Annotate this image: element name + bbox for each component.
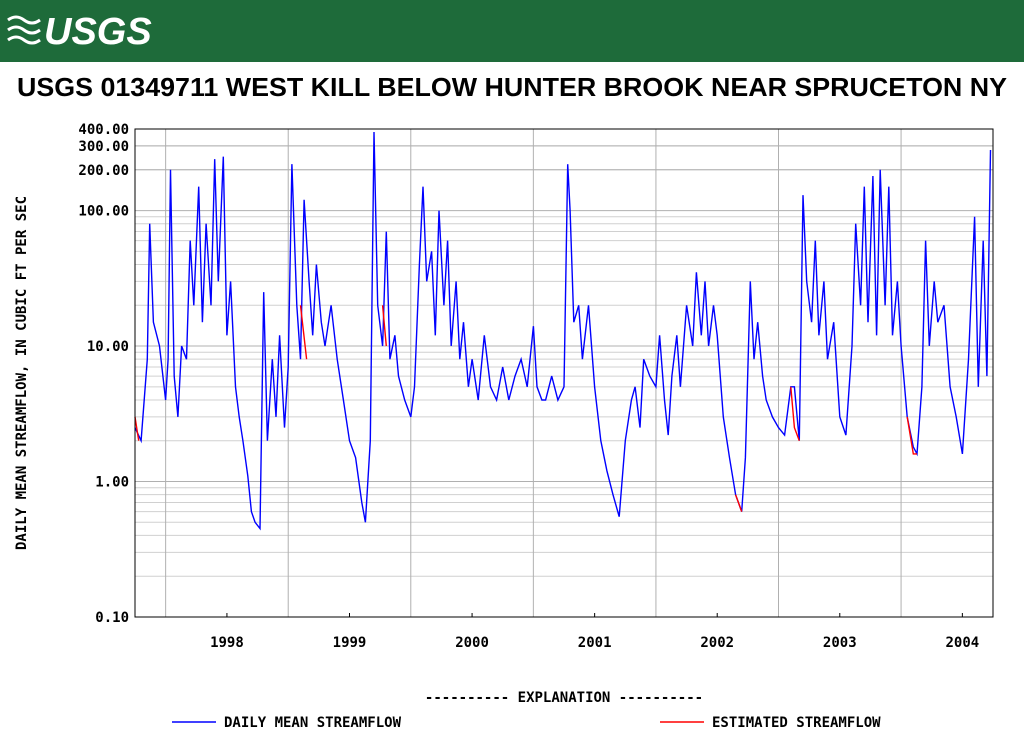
y-tick-label: 300.00 (78, 139, 129, 155)
x-tick-label: 1998 (210, 635, 244, 651)
header-bar (0, 0, 1024, 62)
x-tick-label: 2000 (455, 635, 489, 651)
y-tick-label: 0.10 (95, 610, 129, 626)
series-line (134, 305, 917, 512)
y-tick-label: 1.00 (95, 475, 129, 491)
logo-waves (7, 15, 41, 45)
x-tick-label: 2002 (700, 635, 734, 651)
x-tick-label: 1999 (333, 635, 367, 651)
legend-label: DAILY MEAN STREAMFLOW (224, 715, 402, 731)
logo-text: USGS (44, 11, 152, 53)
y-tick-label: 100.00 (78, 204, 129, 220)
y-axis-label: DAILY MEAN STREAMFLOW, IN CUBIC FT PER S… (14, 196, 30, 550)
x-tick-label: 2004 (945, 635, 979, 651)
x-tick-label: 2003 (823, 635, 857, 651)
legend-title: ---------- EXPLANATION ---------- (425, 690, 703, 706)
y-tick-label: 10.00 (87, 339, 129, 355)
chart-title: USGS 01349711 WEST KILL BELOW HUNTER BRO… (17, 72, 1007, 102)
legend-label: ESTIMATED STREAMFLOW (712, 715, 881, 731)
plot-frame (134, 128, 994, 618)
y-tick-label: 200.00 (78, 163, 129, 179)
y-tick-label: 400.00 (78, 122, 129, 138)
x-tick-label: 2001 (578, 635, 612, 651)
series-line (134, 131, 992, 531)
